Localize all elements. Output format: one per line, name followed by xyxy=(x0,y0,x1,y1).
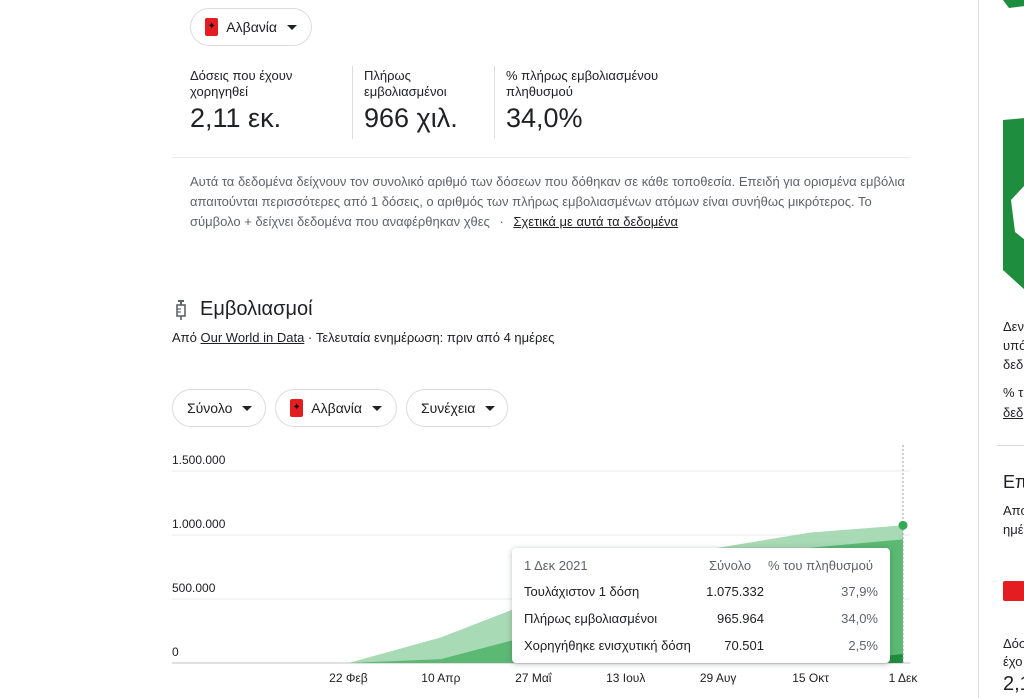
y-tick-label: 0 xyxy=(172,645,179,659)
right-panel-text: % τ xyxy=(1003,385,1024,400)
tooltip-date: 1 Δεκ 2021 xyxy=(524,558,588,573)
stat-value-doses: 2,11 εκ. xyxy=(190,103,282,133)
data-note: Αυτά τα δεδομένα δείχνουν τον συνολικό α… xyxy=(190,172,910,232)
stat-divider xyxy=(352,66,353,139)
tooltip-row-label: Πλήρως εμβολιασμένοι xyxy=(524,611,658,626)
source-suffix: · Τελευταία ενημέρωση: πριν από 4 ημέρες xyxy=(307,330,555,345)
metric-filter-label: Σύνολο xyxy=(187,400,233,416)
flag-albania-icon: ✦ xyxy=(205,18,219,36)
caret-down-icon xyxy=(485,405,496,411)
y-tick-label: 500.000 xyxy=(172,581,216,595)
stat-value-fully-vaccinated: 966 χιλ. xyxy=(364,103,458,133)
right-panel-text: ημέ xyxy=(1003,522,1024,537)
country-selector[interactable]: ✦ Αλβανία xyxy=(190,8,312,46)
data-note-separator: · xyxy=(499,214,504,229)
tooltip-row-label: Τουλάχιστον 1 δόση xyxy=(524,584,640,599)
country-filter[interactable]: ✦ Αλβανία xyxy=(275,389,397,427)
x-tick-label: 1 Δεκ xyxy=(888,671,918,685)
right-panel-text: Δεν xyxy=(1003,319,1024,334)
right-panel-text: 2,1 xyxy=(1003,673,1024,695)
right-panel: Δεν υπό δεδ % τ δεδ Επ Απο ημέ Δόσ έχο 2… xyxy=(978,0,1024,698)
tooltip-col-pct: % του πληθυσμού xyxy=(768,558,873,573)
data-point xyxy=(898,520,908,530)
right-panel-text: έχο xyxy=(1003,654,1023,669)
stat-divider xyxy=(494,66,495,139)
tooltip-row-pct: 34,0% xyxy=(841,611,878,626)
caret-down-icon xyxy=(242,405,253,411)
tooltip-row-pct: 2,5% xyxy=(848,638,878,653)
x-tick-label: 15 Οκτ xyxy=(792,671,829,685)
about-data-link[interactable]: Σχετικά με αυτά τα δεδομένα xyxy=(513,214,679,229)
syringe-icon xyxy=(176,300,186,320)
caret-down-icon xyxy=(287,24,297,30)
stat-label-fully-vaccinated: Πλήρως εμβολιασμένοι xyxy=(364,68,447,99)
source-prefix: Από xyxy=(172,330,197,345)
country-filter-label: Αλβανία xyxy=(311,400,362,416)
section-title: Εμβολιασμοί xyxy=(200,298,313,320)
stat-label-doses: Δόσεις που έχουν χορηγηθεί xyxy=(190,68,293,99)
source-link[interactable]: Our World in Data xyxy=(200,330,305,345)
stat-label-percent: % πλήρως εμβολιασμένου πληθυσμού xyxy=(506,68,659,99)
right-panel-text: Δόσ xyxy=(1003,636,1024,651)
x-tick-label: 10 Απρ xyxy=(421,671,461,685)
divider xyxy=(172,157,910,158)
x-tick-label: 13 Ιουλ xyxy=(606,671,646,685)
source-line: Από Our World in Data · Τελευταία ενημέρ… xyxy=(172,330,554,345)
right-panel-text: Απο xyxy=(1003,503,1024,518)
right-panel-text[interactable]: δεδ xyxy=(1003,405,1024,420)
map-shape xyxy=(1003,0,1024,290)
country-selector-label: Αλβανία xyxy=(226,19,277,35)
tooltip-row-label: Χορηγήθηκε ενισχυτική δόση xyxy=(524,638,691,653)
mode-filter-label: Συνέχεια xyxy=(421,400,476,416)
data-note-text: Αυτά τα δεδομένα δείχνουν τον συνολικό α… xyxy=(190,174,905,229)
stat-value-percent: 34,0% xyxy=(506,103,583,133)
y-tick-label: 1.000.000 xyxy=(172,517,226,531)
y-tick-label: 1.500.000 xyxy=(172,453,226,467)
metric-filter[interactable]: Σύνολο xyxy=(172,389,266,427)
mode-filter[interactable]: Συνέχεια xyxy=(406,389,508,427)
flag-albania-icon: ✦ xyxy=(290,399,304,417)
tooltip-row-total: 70.501 xyxy=(724,638,764,653)
right-panel-text: Επ xyxy=(1003,472,1024,492)
right-panel-text: υπό xyxy=(1003,338,1024,353)
chart-tooltip: 1 Δεκ 2021 Σύνολο % του πληθυσμού Τουλάχ… xyxy=(512,548,890,663)
x-tick-label: 29 Αυγ xyxy=(699,671,737,685)
right-panel-text: δεδ xyxy=(1003,357,1024,372)
x-tick-label: 27 Μαΐ xyxy=(515,671,552,685)
caret-down-icon xyxy=(372,405,382,411)
x-tick-label: 22 Φεβ xyxy=(329,671,368,685)
tooltip-row-total: 965.964 xyxy=(717,611,764,626)
tooltip-row-total: 1.075.332 xyxy=(706,584,764,599)
tooltip-row-pct: 37,9% xyxy=(841,584,878,599)
tooltip-col-total: Σύνολο xyxy=(709,558,752,573)
